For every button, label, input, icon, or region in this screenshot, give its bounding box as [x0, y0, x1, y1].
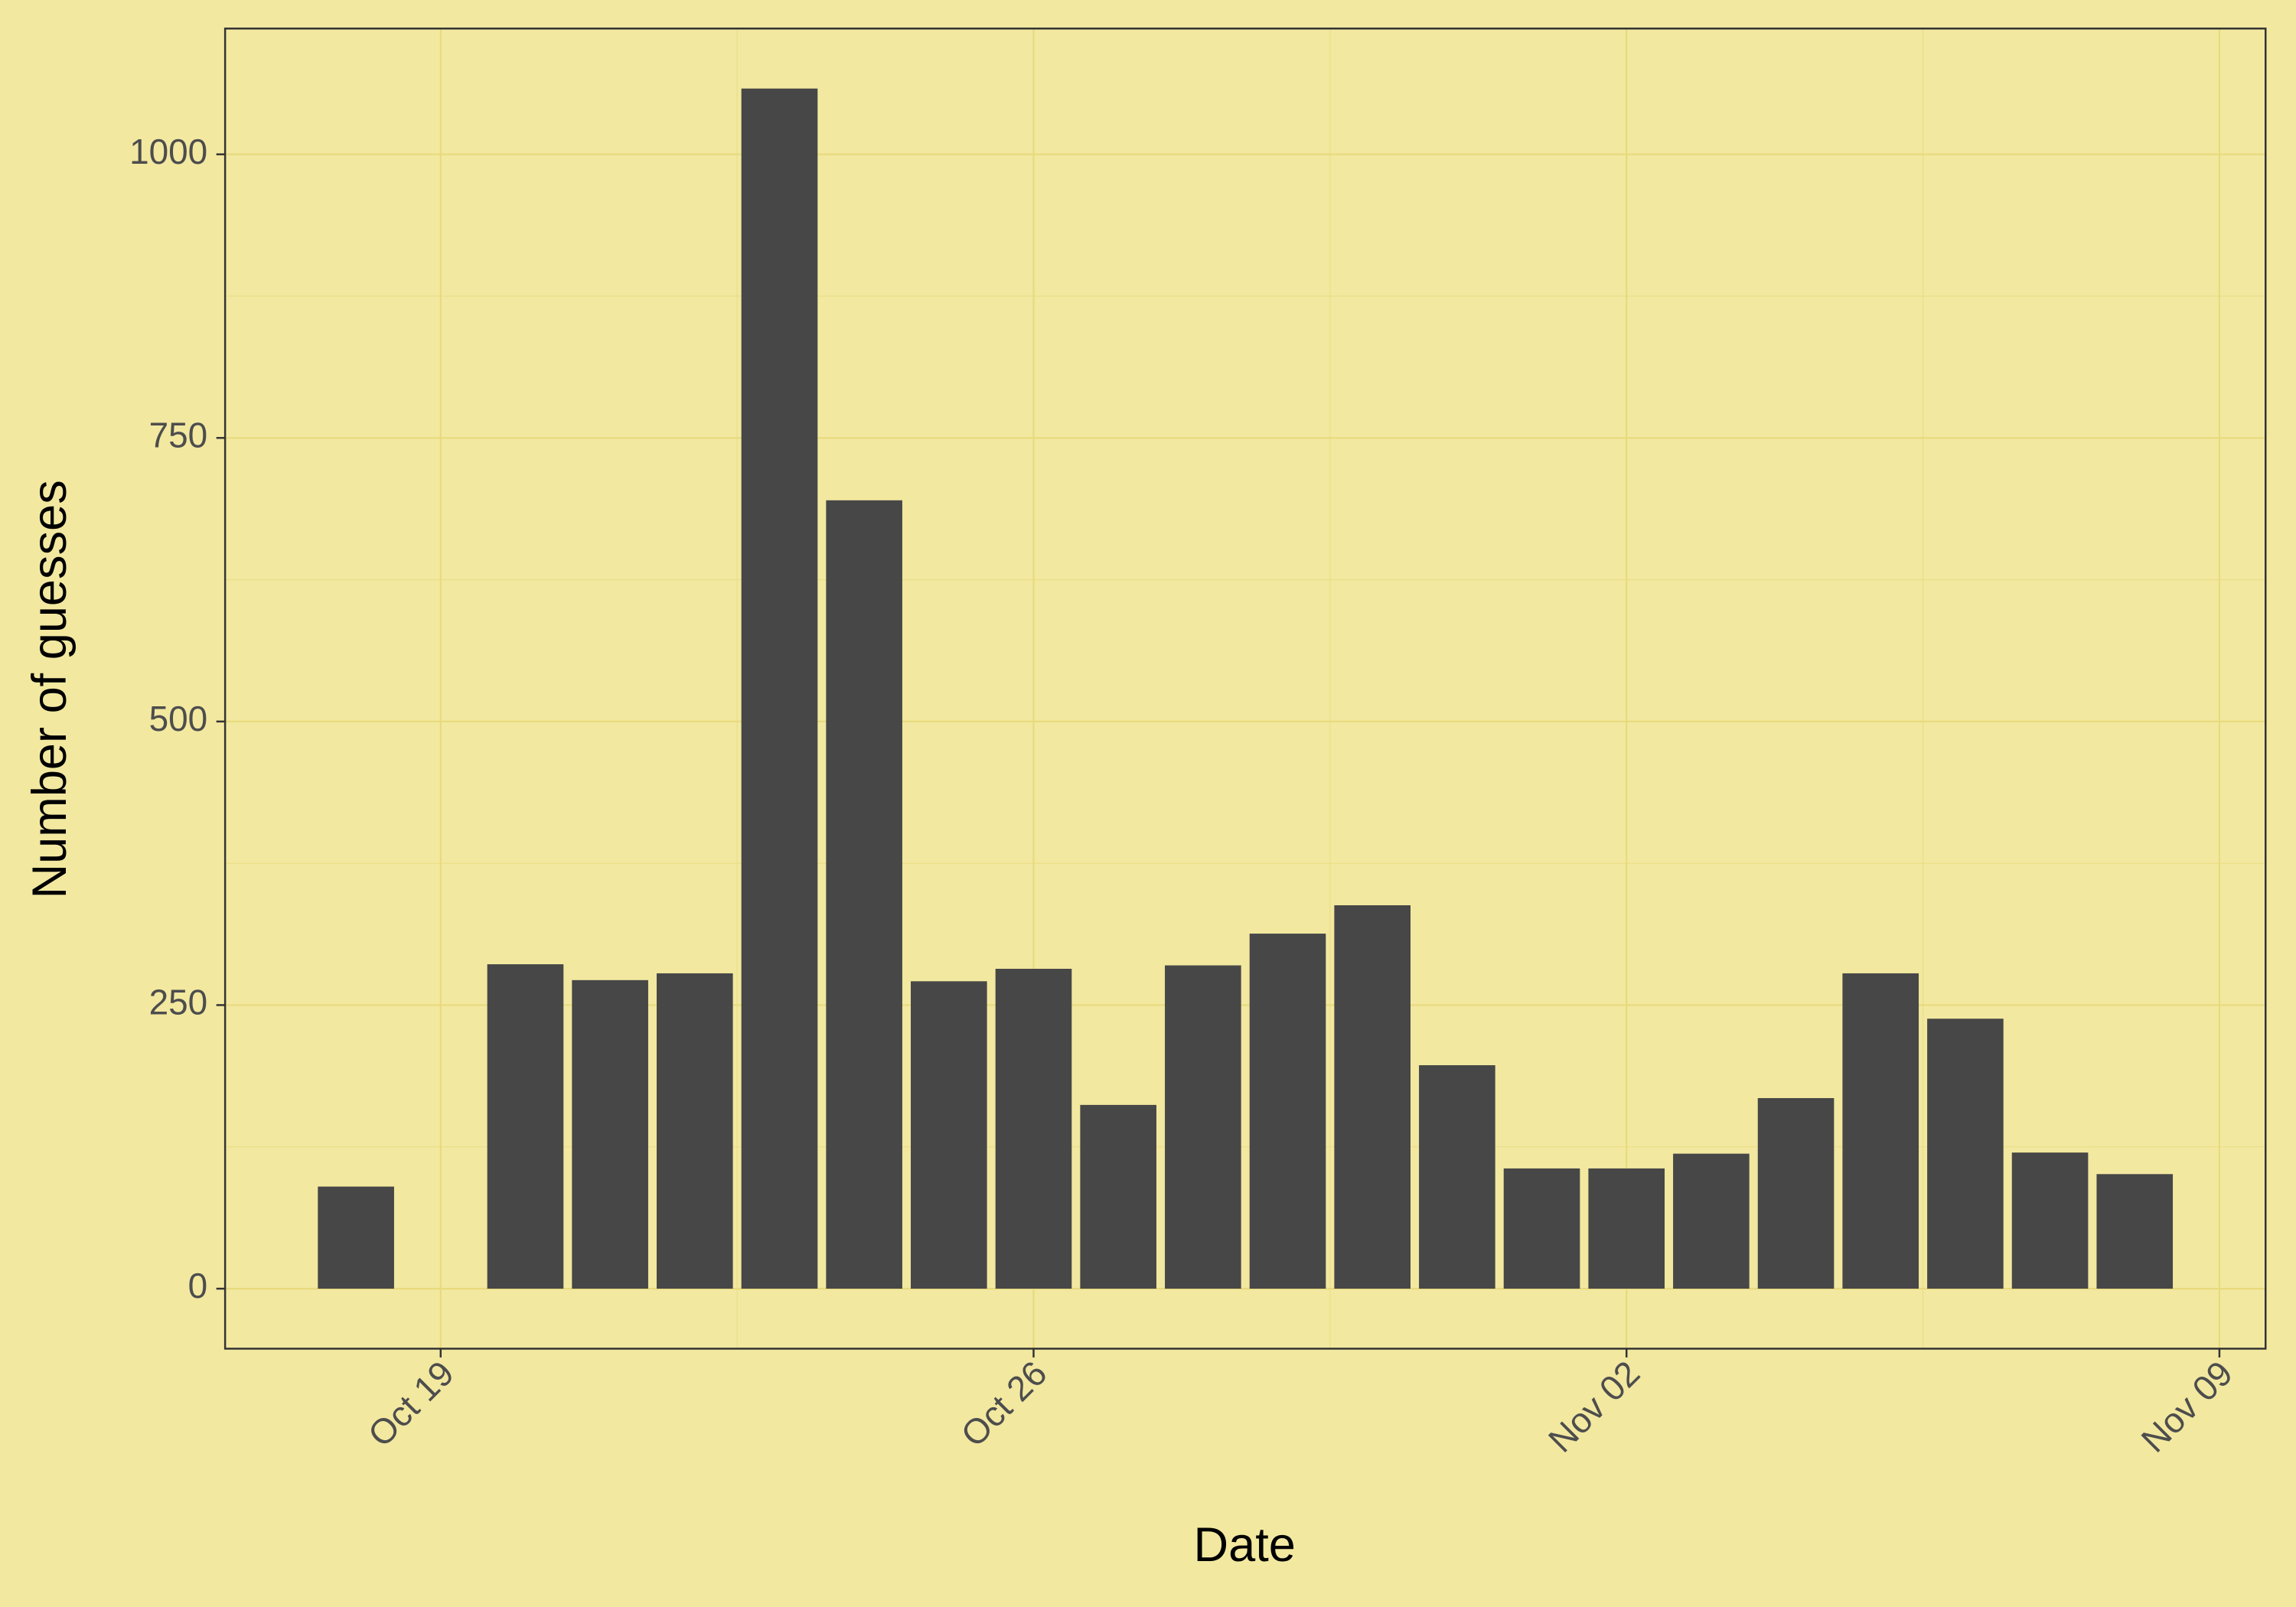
bar — [1503, 1168, 1580, 1289]
bar — [1165, 965, 1241, 1289]
bar — [487, 964, 564, 1289]
bar — [741, 88, 818, 1289]
bar — [1588, 1168, 1665, 1289]
panel-border — [223, 28, 2267, 1350]
bar — [1673, 1153, 1750, 1289]
y-axis-title: Number of guesses — [23, 480, 77, 898]
bar — [826, 500, 902, 1289]
y-tick-label: 500 — [149, 699, 208, 738]
bar — [911, 981, 987, 1289]
bar — [1419, 1064, 1495, 1289]
y-tick-label: 1000 — [129, 132, 207, 171]
bar — [1249, 934, 1326, 1289]
bar — [1757, 1097, 1835, 1289]
bar — [318, 1186, 394, 1289]
bar — [2096, 1174, 2174, 1289]
y-tick-label: 750 — [149, 415, 208, 455]
y-tick-label: 250 — [149, 983, 208, 1022]
x-axis-title: Date — [1194, 1518, 1296, 1572]
bar — [657, 973, 733, 1289]
bars — [318, 88, 2174, 1289]
bar — [1334, 905, 1411, 1289]
bar — [1927, 1019, 2004, 1289]
bar — [1842, 973, 1919, 1289]
bar — [995, 968, 1072, 1289]
bar — [2011, 1152, 2089, 1289]
bar — [1080, 1104, 1156, 1289]
y-tick-label: 0 — [188, 1266, 208, 1305]
bar — [572, 980, 648, 1289]
